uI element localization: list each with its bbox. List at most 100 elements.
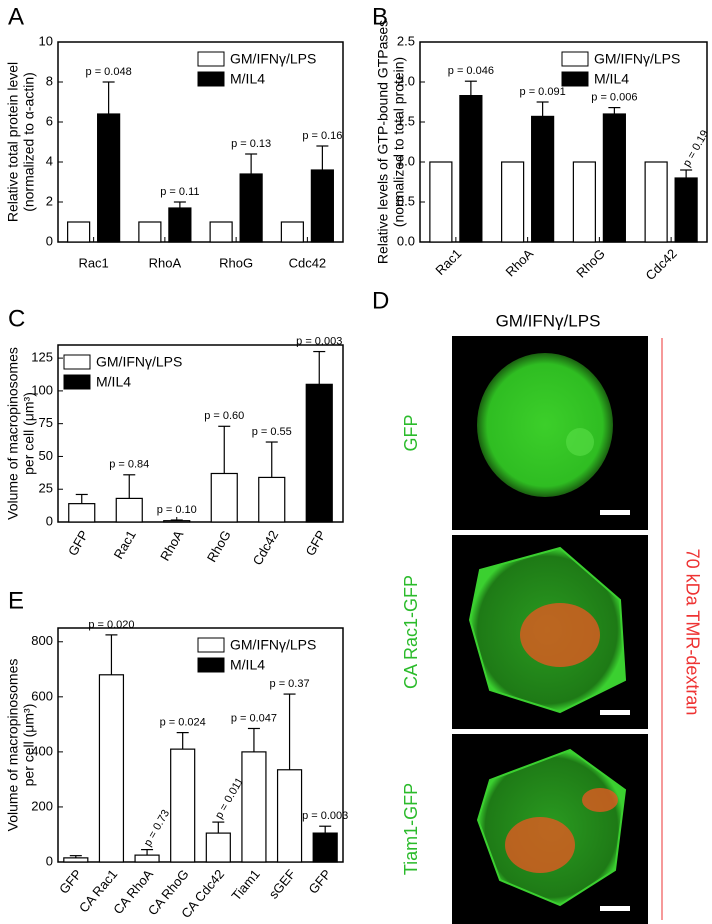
bar: [459, 94, 483, 243]
bar: [138, 221, 162, 243]
p-value: p = 0.047: [231, 712, 277, 724]
x-tick-label: GFP: [56, 866, 85, 896]
y-tick-label: 50: [39, 448, 53, 463]
p-value: p = 0.048: [86, 66, 132, 78]
x-tick-label: RhoG: [219, 255, 253, 270]
y-axis-label: Relative total protein level: [5, 62, 21, 222]
bar: [63, 857, 89, 863]
panel-letter: A: [8, 3, 24, 30]
legend-swatch: [197, 637, 225, 653]
row-label: CA Rac1-GFP: [401, 575, 421, 689]
dextran: [520, 603, 600, 667]
x-tick-label: RhoA: [503, 246, 537, 280]
bar: [572, 161, 596, 243]
bar: [163, 520, 191, 523]
x-tick-label: Rac1: [78, 255, 108, 270]
p-value: p = 0.10: [157, 504, 197, 516]
bar: [429, 161, 453, 243]
x-tick-label: Rac1: [432, 246, 464, 278]
p-value: p = 0.091: [520, 86, 566, 98]
legend-swatch: [197, 51, 225, 67]
y-tick-label: 0.5: [397, 193, 415, 208]
y-tick-label: 0.0: [397, 233, 415, 248]
plot-frame: [57, 344, 344, 523]
p-value: p = 0.60: [204, 410, 244, 422]
y-axis-label: per cell (μm³): [21, 704, 37, 787]
y-tick-label: 2.5: [397, 33, 415, 48]
panel-letter: E: [8, 587, 24, 614]
row-label: GFP: [401, 414, 421, 451]
x-tick-label: Cdc42: [289, 255, 327, 270]
legend-label: GM/IFNγ/LPS: [594, 51, 680, 67]
panel-letter: B: [372, 3, 388, 30]
bar: [276, 769, 303, 863]
y-tick-label: 4: [46, 153, 53, 168]
bar: [210, 472, 238, 523]
p-value: p = 0.55: [252, 426, 292, 438]
p-value: p = 0.003: [302, 810, 348, 822]
y-tick-label: 0: [46, 853, 53, 868]
scale-bar: [600, 906, 630, 911]
y-tick-label: 0: [46, 513, 53, 528]
bar: [644, 161, 668, 243]
x-tick-label: GFP: [302, 528, 328, 559]
p-value: p = 0.046: [448, 65, 494, 77]
bar: [168, 207, 192, 243]
bar: [241, 751, 267, 863]
bar: [501, 161, 525, 243]
x-tick-label: Cdc42: [250, 528, 282, 568]
row-label: Tiam1-GFP: [401, 783, 421, 875]
y-tick-label: 100: [31, 382, 53, 397]
y-tick-label: 200: [31, 798, 53, 813]
y-tick-label: 2: [46, 193, 53, 208]
y-axis-label: Volume of macropinosomes: [5, 659, 21, 832]
x-tick-label: RhoG: [573, 246, 608, 281]
y-tick-label: 125: [31, 350, 53, 365]
bar: [170, 748, 196, 863]
y-tick-label: 400: [31, 743, 53, 758]
bar: [98, 674, 125, 863]
plot-frame: [57, 627, 344, 863]
legend-swatch: [561, 51, 589, 67]
legend-label: GM/IFNγ/LPS: [230, 51, 316, 67]
y-axis-label: (normalized to α-actin): [21, 72, 37, 212]
y-tick-label: 600: [31, 688, 53, 703]
bar: [258, 476, 286, 523]
p-value: p = 0.024: [160, 717, 206, 729]
x-tick-label: GFP: [305, 866, 334, 896]
legend-label: GM/IFNγ/LPS: [96, 354, 182, 370]
plot-frame: [57, 41, 344, 243]
bar: [115, 497, 143, 523]
bar: [239, 173, 263, 243]
nucleus: [566, 428, 594, 456]
legend-swatch: [561, 71, 589, 87]
panel-d: D GM/IFNγ/LPS GFP CA Rac1-GFP Tiam1-GFP …: [372, 287, 702, 924]
legend-label: M/IL4: [230, 71, 265, 87]
p-value: p = 0.84: [109, 459, 149, 471]
p-value: p = 0.37: [270, 678, 310, 690]
y-tick-label: 75: [39, 415, 53, 430]
bar: [305, 383, 333, 523]
bar: [280, 221, 304, 243]
x-tick-label: sGEF: [266, 866, 299, 901]
bar: [312, 832, 338, 863]
y-tick-label: 0: [46, 233, 53, 248]
bar: [205, 832, 231, 863]
y-axis-label: (normalized to total protein): [391, 57, 407, 227]
legend-swatch: [197, 657, 225, 673]
x-tick-label: GFP: [65, 528, 91, 559]
legend-swatch: [63, 354, 91, 370]
dextran: [505, 817, 575, 873]
panel-title: GM/IFNγ/LPS: [496, 311, 601, 330]
legend-label: M/IL4: [96, 374, 131, 390]
bar: [134, 854, 160, 863]
legend-label: GM/IFNγ/LPS: [230, 637, 316, 653]
p-value: p = 0.006: [591, 92, 637, 104]
p-value: p = 0.73: [142, 808, 172, 849]
p-value: p = 0.16: [302, 130, 342, 142]
cell: [477, 353, 613, 497]
bar: [97, 113, 121, 243]
x-tick-label: Tiam1: [228, 866, 262, 903]
